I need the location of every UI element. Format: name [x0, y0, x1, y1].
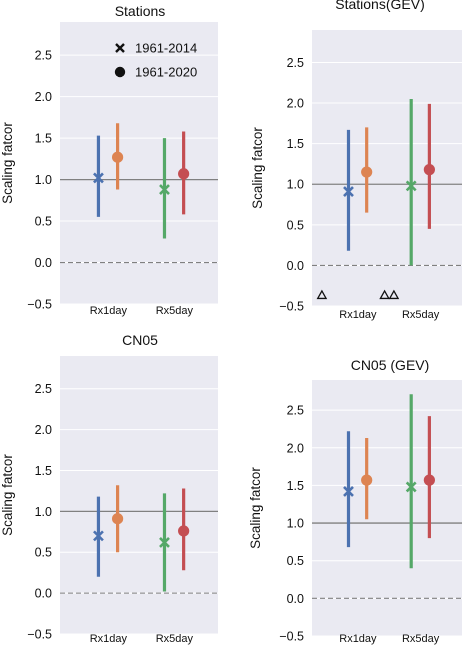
y-tick-label: 2.0: [287, 97, 304, 111]
x-marker: [93, 530, 104, 542]
y-tick-label: 1.0: [287, 178, 304, 192]
circle-marker: [178, 525, 190, 537]
x-marker: [405, 481, 417, 493]
plot-background: [60, 356, 218, 634]
y-tick-label: 0.5: [287, 554, 304, 568]
legend: 1961-2014 1961-2020: [114, 41, 197, 80]
chart-title: Stations(GEV): [335, 0, 424, 12]
y-tick-label: 2.5: [35, 382, 52, 396]
y-tick-label: 2.0: [35, 423, 52, 437]
chart-panel: −0.5 0.0 0.5 1.0 1.5 2.0 2.5 Rx1day Rx5day CN05 Sc…: [0, 332, 218, 645]
y-tick-label: 2.5: [35, 49, 52, 63]
x-marker: [93, 172, 104, 184]
x-tick-label: Rx1day: [90, 633, 128, 645]
y-tick-label: 0.0: [287, 259, 304, 273]
y-axis-label: Scaling fatcor: [248, 467, 263, 549]
triangle-marker: [388, 289, 400, 300]
x-marker: [343, 186, 354, 197]
y-tick-label: 0.5: [35, 215, 52, 229]
y-tick-label: −0.5: [27, 298, 52, 312]
y-tick-label: −0.5: [27, 628, 52, 642]
legend-label: 1961-2014: [135, 41, 197, 56]
x-tick-label: Rx1day: [339, 309, 377, 321]
x-marker: [159, 537, 170, 548]
circle-marker: [423, 474, 435, 486]
x-tick-label: Rx5day: [156, 305, 194, 317]
chart-panel: −0.5 0.0 0.5 1.0 1.5 2.0 2.5 Rx1day Rx5day Statio…: [250, 0, 462, 321]
circle-marker: [111, 151, 124, 163]
y-tick-label: 1.5: [35, 132, 52, 146]
x-marker: [343, 486, 354, 497]
legend-label: 1961-2020: [135, 65, 197, 80]
y-tick-label: 1.5: [287, 137, 304, 151]
y-tick-label: 1.0: [35, 173, 52, 187]
y-tick-label: 0.0: [35, 256, 52, 270]
x-tick-label: Rx5day: [402, 633, 440, 645]
y-tick-label: 1.0: [287, 517, 304, 531]
y-tick-label: 0.0: [287, 592, 304, 606]
chart-panel: −0.5 0.0 0.5 1.0 1.5 2.0 2.5 Rx1day Rx5day CN05 (…: [248, 357, 462, 645]
y-axis-label: Scaling fatcor: [250, 127, 265, 209]
y-tick-label: 0.0: [35, 587, 52, 601]
plot-background: [312, 380, 462, 636]
circle-marker: [423, 164, 435, 176]
triangle-marker: [379, 289, 390, 300]
circle-marker: [361, 166, 373, 178]
y-tick-label: 2.5: [287, 56, 304, 70]
y-tick-label: 2.0: [287, 441, 304, 455]
x-tick-label: Rx1day: [90, 305, 128, 317]
plot-background: [312, 30, 462, 306]
circle-marker: [361, 474, 373, 486]
chart-title: CN05: [122, 332, 158, 348]
legend-circle-marker: [114, 66, 126, 78]
y-tick-label: 2.5: [287, 404, 304, 418]
y-axis-label: Scaling fatcor: [0, 454, 15, 536]
x-tick-label: Rx5day: [402, 309, 440, 321]
y-axis-label: Scaling fatcor: [0, 122, 15, 204]
x-tick-label: Rx5day: [156, 633, 194, 645]
legend-x-marker: [115, 43, 125, 53]
y-tick-label: 2.0: [35, 90, 52, 104]
circle-marker: [111, 513, 124, 525]
x-marker: [405, 180, 417, 192]
plot-background: [60, 22, 218, 304]
circle-marker: [178, 168, 190, 180]
y-tick-label: −0.5: [279, 300, 304, 314]
y-tick-label: 0.5: [35, 546, 52, 560]
chart-panel: −0.5 0.0 0.5 1.0 1.5 2.0 2.5 Rx1day Rx5day Statio…: [0, 3, 218, 317]
y-tick-label: −0.5: [279, 630, 304, 644]
x-marker: [159, 184, 170, 195]
x-tick-label: Rx1day: [339, 633, 377, 645]
triangle-marker: [316, 289, 328, 300]
chart-title: CN05 (GEV): [351, 357, 430, 373]
chart-title: Stations: [115, 3, 166, 19]
y-tick-label: 1.0: [35, 505, 52, 519]
y-tick-label: 1.5: [287, 479, 304, 493]
y-tick-label: 0.5: [287, 218, 304, 232]
y-tick-label: 1.5: [35, 464, 52, 478]
